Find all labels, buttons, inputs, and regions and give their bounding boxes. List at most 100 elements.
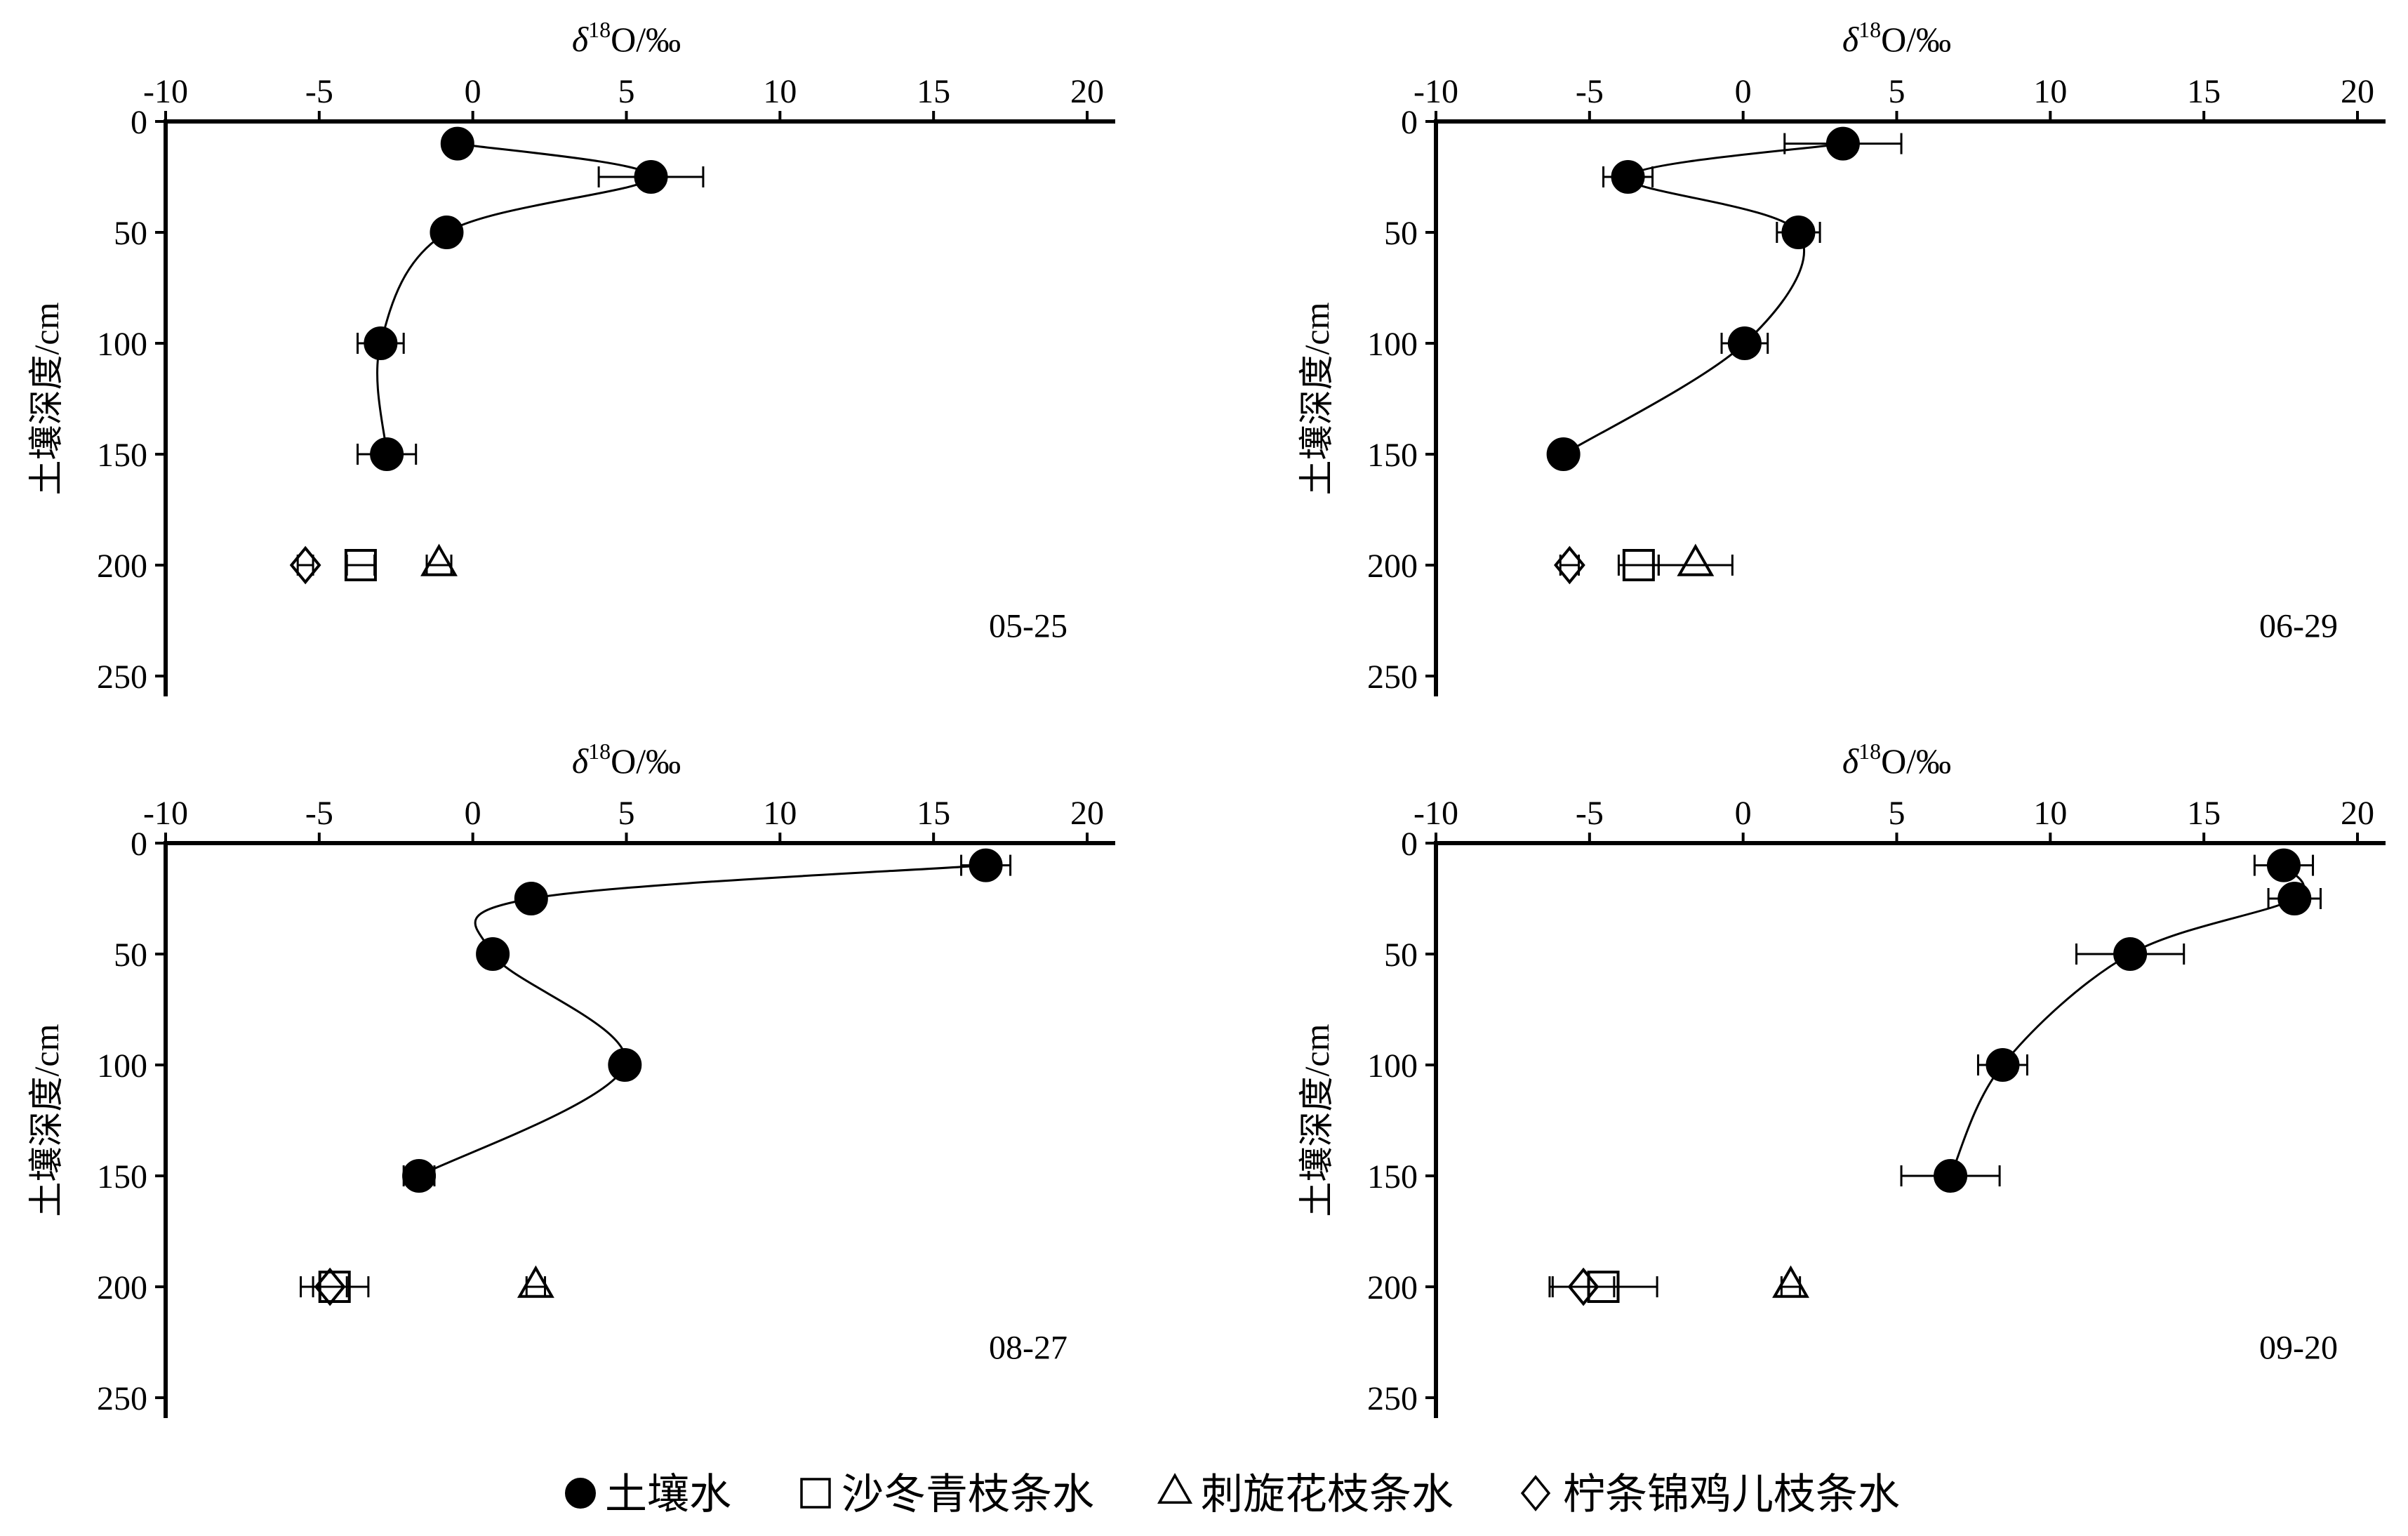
y-tick-label: 100	[1367, 1047, 1418, 1085]
soil-water-point	[1985, 1048, 2020, 1082]
soil-water-point	[370, 437, 404, 471]
soil-water-point	[364, 326, 398, 360]
panel-date-label: 08-27	[989, 1329, 1067, 1366]
y-tick-label: 250	[1367, 1380, 1418, 1417]
chart-panel-06-29: -10 -5 0 5 10 15 20050100150200250δ18O/‰土壤深度/c…	[1297, 17, 2386, 696]
soil-water-point	[1825, 126, 1860, 161]
series-soil-water	[1900, 848, 2322, 1193]
y-axis-title: 土壤深度/cm	[27, 302, 66, 495]
legend-label: 刺旋花枝条水	[1201, 1471, 1454, 1518]
y-tick-label: 250	[97, 1380, 147, 1417]
x-axis-title-superscript: 18	[1858, 17, 1881, 42]
x-tick-label: 20	[1070, 795, 1104, 832]
y-axis-title: 土壤深度/cm	[1297, 1024, 1336, 1217]
soil-water-point	[1727, 326, 1762, 360]
ammopiptanthus-twig-water-point	[1622, 549, 1655, 581]
series-soil-water	[402, 848, 1012, 1193]
caragana-twig-water-error-bar	[312, 1276, 348, 1297]
legend-label: 柠条锦鸡儿枝条水	[1563, 1471, 1900, 1518]
x-tick-label: 15	[917, 73, 950, 110]
y-tick-label: 50	[114, 936, 147, 974]
y-tick-label: 100	[97, 1047, 147, 1085]
x-axis-title-superscript: 18	[1858, 739, 1881, 764]
chart-panels: -10 -5 0 5 10 15 20050100150200250δ18O/‰土壤深度/c…	[27, 17, 2386, 1418]
soil-water-point	[1546, 437, 1581, 471]
y-axis-title: 土壤深度/cm	[27, 1024, 66, 1217]
ammopiptanthus-twig-water-error-bar	[345, 555, 376, 576]
y-tick-label: 100	[97, 326, 147, 363]
caragana-twig-water-point	[314, 1267, 346, 1306]
y-tick-label: 250	[1367, 658, 1418, 696]
x-tick-label: 20	[2341, 795, 2374, 832]
soil-water-point	[608, 1048, 642, 1082]
x-tick-label: 15	[917, 795, 950, 832]
chart-panel-08-27: -10 -5 0 5 10 15 20050100150200250δ18O/‰土壤深度/c…	[27, 739, 1115, 1418]
y-axis-title: 土壤深度/cm	[1297, 302, 1336, 495]
soil-water-point	[514, 882, 548, 915]
convolvulus-twig-water-error-bar	[425, 555, 453, 576]
series-caragana-twig-water	[289, 545, 321, 585]
legend-item-convolvulus-twig-water: 刺旋花枝条水	[1157, 1471, 1454, 1518]
soil-water-point	[1934, 1159, 1968, 1193]
x-tick-label: -10	[1413, 795, 1458, 832]
soil-water-point	[634, 160, 668, 194]
y-tick-label: 200	[97, 548, 147, 585]
legend: 土壤水 沙冬青枝条水 刺旋花枝条水 柠条锦鸡儿枝条水	[565, 1471, 1900, 1518]
soil-water-point	[2113, 937, 2148, 971]
y-tick-label: 200	[1367, 1269, 1418, 1306]
soil-water-curve	[376, 143, 653, 455]
series-caragana-twig-water	[1554, 545, 1585, 585]
x-tick-label: -5	[305, 795, 333, 832]
caragana-twig-water-point	[1554, 545, 1585, 585]
soil-water-point	[440, 126, 474, 161]
y-tick-label: 0	[1401, 104, 1418, 141]
x-tick-label: -10	[1413, 73, 1458, 110]
x-axis-title: δ18O/‰	[572, 17, 681, 59]
convolvulus-twig-water-point	[420, 543, 458, 576]
caragana-twig-water-error-bar	[1551, 1276, 1616, 1297]
x-axis-title-text: O/‰	[1881, 20, 1951, 59]
x-axis-title-superscript: 18	[588, 17, 611, 42]
soil-water-point	[2277, 882, 2312, 915]
y-tick-label: 150	[1367, 1158, 1418, 1196]
soil-water-curve	[1949, 864, 2306, 1177]
x-tick-label: 0	[465, 795, 481, 832]
legend-marker-convolvulus-twig-water	[1157, 1473, 1193, 1504]
x-axis-title-symbol: δ	[1842, 20, 1859, 59]
convolvulus-twig-water-point	[1772, 1265, 1809, 1298]
y-tick-label: 150	[97, 437, 147, 474]
soil-water-curve	[418, 864, 986, 1177]
caragana-twig-water-error-bar	[296, 555, 314, 576]
series-caragana-twig-water	[312, 1267, 348, 1306]
x-axis-title-superscript: 18	[588, 739, 611, 764]
y-tick-label: 150	[97, 1158, 147, 1196]
x-axis-title: δ18O/‰	[1842, 17, 1951, 59]
y-tick-label: 0	[131, 104, 147, 141]
convolvulus-twig-water-point	[1677, 543, 1715, 576]
caragana-twig-water-point	[289, 545, 321, 585]
x-axis-title-symbol: δ	[572, 20, 589, 59]
x-axis-title-text: O/‰	[1881, 741, 1951, 781]
legend-marker-caragana-twig-water	[1520, 1475, 1551, 1511]
series-ammopiptanthus-twig-water	[1617, 549, 1660, 581]
x-tick-label: 5	[1889, 795, 1905, 832]
x-tick-label: 0	[1735, 73, 1752, 110]
x-tick-label: 0	[1735, 795, 1752, 832]
y-tick-label: 50	[114, 215, 147, 252]
x-tick-label: 0	[465, 73, 481, 110]
legend-label: 土壤水	[605, 1471, 731, 1518]
series-convolvulus-twig-water	[420, 543, 458, 576]
x-tick-label: 10	[2033, 795, 2067, 832]
series-convolvulus-twig-water	[517, 1265, 554, 1298]
series-convolvulus-twig-water	[1657, 543, 1734, 576]
x-axis-title-text: O/‰	[611, 20, 681, 59]
series-soil-water	[1546, 126, 1903, 471]
x-tick-label: 5	[618, 795, 635, 832]
series-convolvulus-twig-water	[1772, 1265, 1809, 1298]
soil-water-point	[1611, 160, 1645, 194]
soil-water-point	[969, 848, 1003, 882]
x-axis-title-text: O/‰	[611, 741, 681, 781]
x-tick-label: 15	[2187, 795, 2221, 832]
series-caragana-twig-water	[1551, 1267, 1616, 1306]
x-axis-title-symbol: δ	[572, 741, 589, 781]
